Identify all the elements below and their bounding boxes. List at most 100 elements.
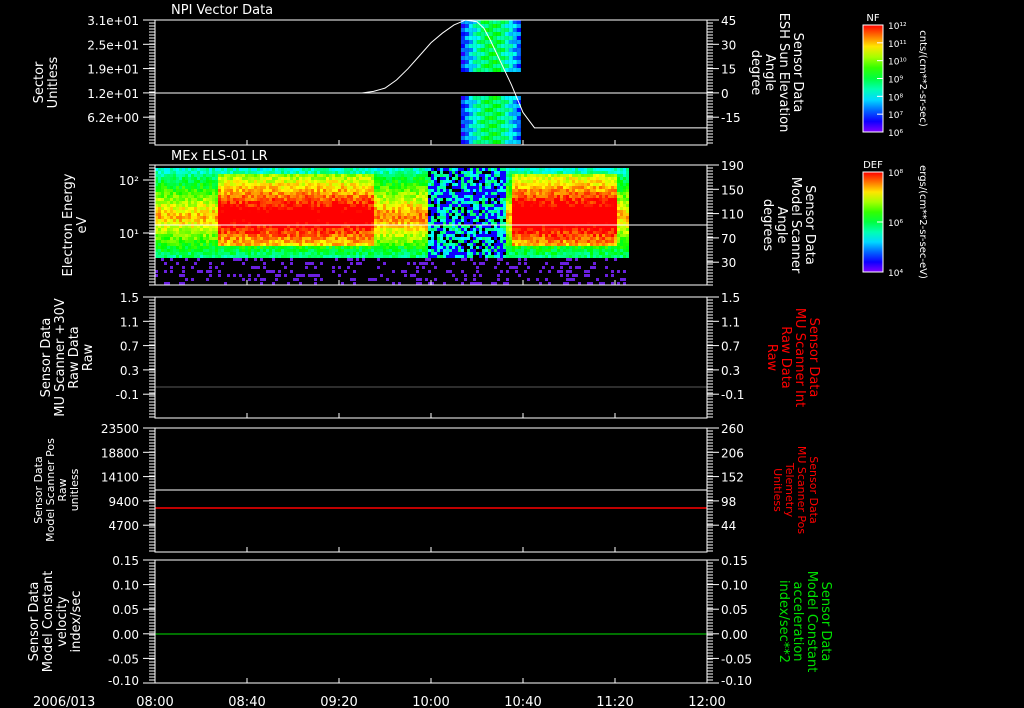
els-cell	[272, 246, 275, 249]
els-cell	[389, 174, 392, 177]
els-cell	[260, 168, 263, 171]
els-cell	[167, 246, 170, 249]
els-cell	[563, 216, 566, 219]
npi-cell	[472, 108, 477, 112]
els-cell	[524, 168, 527, 171]
els-cell	[398, 189, 401, 192]
npi-cell	[464, 116, 469, 120]
els-cell	[410, 174, 413, 177]
els-cell	[290, 225, 293, 228]
els-cell	[461, 255, 464, 258]
npi-cell	[468, 52, 473, 56]
els-cell	[542, 180, 545, 183]
npi-cell	[512, 112, 517, 116]
els-cell	[311, 177, 314, 180]
els-cell	[590, 246, 593, 249]
els-cell	[422, 231, 425, 234]
els-cell	[164, 192, 167, 195]
els-cell	[500, 255, 503, 258]
els-cell	[290, 252, 293, 255]
els-cell	[239, 219, 242, 222]
els-cell	[545, 174, 548, 177]
els-cell	[248, 189, 251, 192]
els-cell	[326, 210, 329, 213]
els-cell	[578, 219, 581, 222]
els-cell	[317, 201, 320, 204]
npi-cell	[464, 96, 469, 100]
npi-cell	[488, 20, 493, 24]
els-cell	[266, 216, 269, 219]
npi-cell	[500, 100, 505, 104]
els-cell	[317, 252, 320, 255]
els-cell	[263, 240, 266, 243]
els-cell	[422, 228, 425, 231]
els-cell	[215, 180, 218, 183]
els-cell	[332, 240, 335, 243]
els-noise-cell	[245, 258, 248, 261]
els-cell	[509, 186, 512, 189]
els-cell	[362, 231, 365, 234]
els-cell	[401, 234, 404, 237]
els-cell	[416, 219, 419, 222]
els-cell	[578, 255, 581, 258]
els-cell	[401, 216, 404, 219]
els-cell	[419, 234, 422, 237]
npi-cell	[480, 64, 485, 68]
els-cell	[551, 210, 554, 213]
els-cell	[227, 219, 230, 222]
els-cell	[293, 195, 296, 198]
els-cell	[260, 252, 263, 255]
els-cell	[296, 168, 299, 171]
els-cell	[386, 174, 389, 177]
els-cell	[332, 186, 335, 189]
els-cell	[257, 249, 260, 252]
els-cell	[257, 252, 260, 255]
els-cell	[521, 219, 524, 222]
els-cell	[221, 195, 224, 198]
els-cell	[344, 168, 347, 171]
npi-cell	[476, 116, 481, 120]
els-cell	[422, 216, 425, 219]
els-cell	[221, 249, 224, 252]
els-cell	[461, 192, 464, 195]
els-cell	[212, 186, 215, 189]
npi-cell	[512, 48, 517, 52]
els-cell	[302, 198, 305, 201]
els-cell	[164, 246, 167, 249]
els-cell	[251, 198, 254, 201]
els-cell	[521, 234, 524, 237]
els-cell	[170, 231, 173, 234]
els-cell	[221, 177, 224, 180]
npi-cell	[476, 20, 481, 24]
els-cell	[500, 177, 503, 180]
els-cell	[551, 216, 554, 219]
els-cell	[413, 195, 416, 198]
els-cell	[230, 192, 233, 195]
els-cell	[341, 210, 344, 213]
els-cell	[506, 210, 509, 213]
els-cell	[515, 240, 518, 243]
els-noise-cell	[209, 262, 212, 265]
els-cell	[341, 213, 344, 216]
els-cell	[593, 180, 596, 183]
els-cell	[356, 228, 359, 231]
npi-cell	[516, 48, 521, 52]
els-cell	[566, 252, 569, 255]
els-cell	[545, 198, 548, 201]
els-cell	[395, 246, 398, 249]
els-cell	[242, 246, 245, 249]
els-cell	[260, 174, 263, 177]
els-cell	[350, 180, 353, 183]
els-cell	[419, 237, 422, 240]
els-cell	[593, 168, 596, 171]
npi-cell	[504, 116, 509, 120]
els-cell	[434, 183, 437, 186]
els-cell	[593, 198, 596, 201]
npi-cell	[484, 96, 489, 100]
els-cell	[368, 171, 371, 174]
npi-cell	[508, 104, 513, 108]
npi-cell	[504, 48, 509, 52]
els-cell	[437, 249, 440, 252]
els-cell	[305, 183, 308, 186]
els-cell	[560, 168, 563, 171]
